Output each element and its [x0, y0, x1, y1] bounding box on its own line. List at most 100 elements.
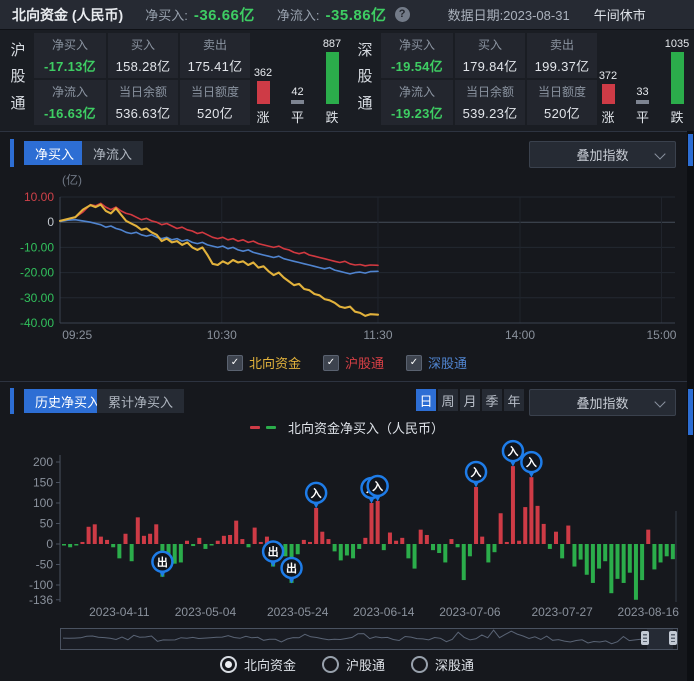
svg-text:入: 入: [471, 466, 482, 479]
svg-text:150: 150: [33, 476, 53, 490]
section-accent-bar: [10, 139, 14, 167]
down-count-bar: [325, 52, 339, 104]
right-scroll-track[interactable]: [687, 131, 694, 681]
data-date: 数据日期:2023-08-31: [447, 8, 570, 23]
svg-text:100: 100: [33, 496, 53, 510]
svg-text:10:30: 10:30: [207, 328, 237, 342]
svg-text:出: 出: [286, 561, 297, 575]
slider-minimap: [62, 629, 648, 645]
right-scroll-thumb[interactable]: [688, 134, 693, 166]
shen-connect-panel: 深股通 净买入 -19.54亿 买入 179.84亿 卖出 199.37亿 净流入 -1…: [347, 30, 694, 128]
legend-dash-red: [249, 426, 260, 429]
top-bar: 北向资金 (人民币) 净买入: -36.66亿 净流入: -35.86亿 ? 数…: [0, 0, 694, 30]
radio-shen-connect[interactable]: 深股通: [411, 655, 474, 674]
stat-cell: 净买入 -19.54亿: [381, 33, 453, 78]
legend-dash-green: [265, 426, 276, 429]
svg-text:2023-04-11: 2023-04-11: [89, 605, 150, 619]
hu-stats-grid: 净买入 -17.13亿 买入 158.28亿 卖出 175.41亿 净流入 -16.63…: [34, 33, 250, 125]
stat-cell: 当日额度 520亿: [527, 80, 597, 125]
intraday-section: 净买入 净流入 叠加指数 (亿) 10.00 0 -10.00 -20.00 -30.0…: [0, 131, 694, 382]
stat-cell: 当日余额 539.23亿: [455, 80, 525, 125]
stat-cell: 净流入 -19.23亿: [381, 80, 453, 125]
stat-cell: 净流入 -16.63亿: [34, 80, 106, 125]
period-week-button[interactable]: 周: [438, 389, 458, 411]
radio-icon: [411, 656, 428, 673]
tab-net-buy[interactable]: 净买入: [24, 141, 86, 165]
net-flow-value: -35.86亿: [325, 7, 387, 24]
svg-text:2023-07-06: 2023-07-06: [439, 605, 501, 619]
hu-connect-label: 沪股通: [10, 42, 26, 112]
overlay-index-dropdown[interactable]: 叠加指数: [529, 389, 676, 416]
svg-text:-30.00: -30.00: [20, 291, 54, 305]
period-day-button[interactable]: 日: [416, 389, 436, 411]
svg-text:2023-05-04: 2023-05-04: [175, 605, 237, 619]
overlay-index-dropdown[interactable]: 叠加指数: [529, 141, 676, 168]
legend-label: 北向资金净买入（人民币）: [287, 421, 444, 436]
net-flow-label: 净流入:: [276, 8, 320, 23]
checkmark-icon: ✓: [406, 354, 422, 371]
svg-text:2023-05-24: 2023-05-24: [267, 605, 329, 619]
shen-connect-label: 深股通: [357, 42, 373, 112]
svg-text:200: 200: [33, 455, 53, 469]
down-count-bar: [670, 52, 684, 104]
period-year-button[interactable]: 年: [504, 389, 524, 411]
svg-text:入: 入: [311, 487, 322, 500]
svg-text:14:00: 14:00: [505, 328, 535, 342]
daily-bar-chart[interactable]: 200 150 100 50 0 -50 -100-136 2023-04-11 2023-05…: [0, 439, 694, 625]
radio-hu-connect[interactable]: 沪股通: [321, 655, 385, 674]
flat-count-bar: [291, 100, 304, 104]
stat-cell: 卖出 199.37亿: [527, 33, 597, 78]
svg-text:-100: -100: [29, 578, 53, 592]
svg-text:0: 0: [47, 215, 54, 229]
checkmark-icon: ✓: [322, 354, 339, 371]
net-buy-label: 净买入:: [145, 8, 188, 23]
radio-icon: [321, 656, 339, 673]
svg-text:2023-07-27: 2023-07-27: [531, 605, 593, 619]
bar-chart-legend: 北向资金净买入（人民币）: [0, 418, 694, 437]
svg-text:50: 50: [40, 517, 54, 531]
net-buy-value: -36.66亿: [193, 7, 255, 24]
up-count-bar: [601, 84, 615, 104]
svg-text:-10.00: -10.00: [20, 240, 54, 254]
svg-text:2023-08-16: 2023-08-16: [618, 605, 680, 619]
shen-updown-minichart: 372 33 1035 涨 平 跌: [598, 38, 690, 125]
y-axis-unit: (亿): [62, 173, 82, 187]
tab-history-net-buy[interactable]: 历史净买入: [24, 389, 112, 413]
radio-northbound[interactable]: 北向资金: [219, 655, 296, 674]
svg-text:-40.00: -40.00: [20, 316, 54, 330]
series-checkbox-row: ✓ 北向资金 ✓ 沪股通 ✓ 深股通: [0, 353, 694, 372]
intraday-line-chart[interactable]: 10.00 0 -10.00 -20.00 -30.00 -40.00 09:25 10:30…: [0, 186, 694, 348]
checkbox-hu-connect[interactable]: ✓ 沪股通: [322, 353, 384, 372]
history-section: 历史净买入 累计净买入 日 周 月 季 年 叠加指数 北向资金净买入（人民币） …: [0, 381, 694, 681]
svg-text:0: 0: [46, 537, 53, 551]
svg-text:11:30: 11:30: [363, 328, 392, 342]
svg-text:2023-06-14: 2023-06-14: [353, 605, 415, 619]
hu-updown-minichart: 362 42 887 涨 平 跌: [253, 38, 342, 125]
checkbox-northbound[interactable]: ✓ 北向资金: [226, 353, 301, 372]
tab-net-flow[interactable]: 净流入: [82, 141, 144, 165]
radio-icon: [219, 656, 237, 673]
tab-cumulative-net-buy[interactable]: 累计净买入: [97, 389, 185, 413]
checkbox-shen-connect[interactable]: ✓ 深股通: [406, 353, 467, 372]
svg-text:入: 入: [507, 445, 518, 458]
period-month-button[interactable]: 月: [460, 389, 480, 411]
period-quarter-button[interactable]: 季: [482, 389, 502, 411]
stat-cell: 当日额度 520亿: [180, 80, 250, 125]
slider-right-handle[interactable]: [669, 631, 677, 645]
stat-cell: 卖出 175.41亿: [180, 33, 250, 78]
svg-text:09:25: 09:25: [62, 328, 92, 342]
hu-connect-panel: 沪股通 净买入 -17.13亿 买入 158.28亿 卖出 175.41亿 净流入 -1…: [0, 30, 347, 128]
svg-text:15:00: 15:00: [646, 328, 676, 342]
stat-cell: 净买入 -17.13亿: [34, 33, 106, 78]
slider-selected-range[interactable]: [647, 629, 673, 649]
up-count-bar: [256, 81, 270, 104]
stat-cell: 买入 179.84亿: [455, 33, 525, 78]
right-scroll-thumb[interactable]: [688, 389, 693, 435]
shen-stats-grid: 净买入 -19.54亿 买入 179.84亿 卖出 199.37亿 净流入 -19.23…: [381, 33, 597, 125]
flat-count-bar: [636, 100, 649, 104]
svg-text:入: 入: [372, 480, 383, 493]
date-range-slider[interactable]: [60, 628, 678, 650]
checkmark-icon: ✓: [226, 354, 243, 371]
help-icon[interactable]: ?: [394, 7, 410, 22]
slider-left-handle[interactable]: [641, 631, 649, 645]
